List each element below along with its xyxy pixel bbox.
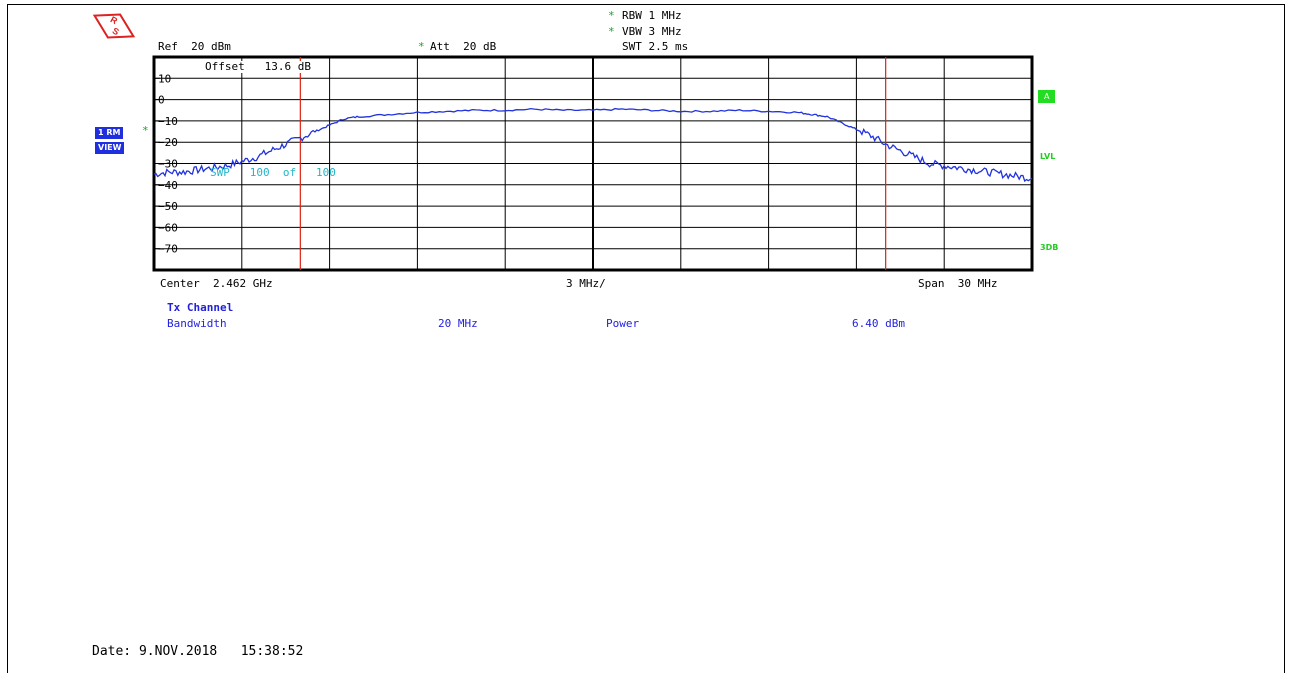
frequency-per-division: 3 MHz/ <box>566 277 606 290</box>
offset-label: Offset 13.6 dB <box>205 60 311 73</box>
sweep-count: SWP 100 of 100 <box>210 166 336 179</box>
center-frequency: Center 2.462 GHz <box>160 277 273 290</box>
att-star: * <box>418 40 425 53</box>
spectrum-trace <box>153 107 1033 183</box>
y-tick-label: −60 <box>158 221 178 234</box>
timestamp: Date: 9.NOV.2018 15:38:52 <box>92 644 304 659</box>
y-tick-label: 0 <box>158 94 165 107</box>
attenuation: Att 20 dB <box>430 40 497 53</box>
y-tick-label: 10 <box>158 72 171 85</box>
y-tick-label: −30 <box>158 158 178 171</box>
screen-frame <box>7 4 1285 673</box>
rbw-label: RBW 1 MHz <box>622 9 682 22</box>
vbw-label: VBW 3 MHz <box>622 25 682 38</box>
power-label: Power <box>606 317 640 330</box>
y-tick-label: −10 <box>158 115 178 128</box>
trace-a-badge: A <box>1038 90 1056 103</box>
3db-indicator: 3DB <box>1040 243 1059 252</box>
power-value: 6.40 dBm <box>852 317 905 330</box>
ref-level: Ref 20 dBm <box>158 40 231 53</box>
lvl-indicator: LVL <box>1040 152 1056 161</box>
swt-label: SWT 2.5 ms <box>622 40 689 53</box>
y-tick-label: −40 <box>158 179 178 192</box>
y-tick-label: −20 <box>158 136 178 149</box>
bandwidth-value: 20 MHz <box>438 317 478 330</box>
results-title: Tx Channel <box>167 301 234 314</box>
y-tick-label: −50 <box>158 200 178 213</box>
view-badge: VIEW <box>95 142 125 154</box>
rbw-star: * <box>608 9 615 22</box>
bandwidth-label: Bandwidth <box>167 317 227 330</box>
trace-star: * <box>142 124 149 137</box>
y-tick-label: −70 <box>158 243 178 256</box>
vbw-star: * <box>608 25 615 38</box>
svg-text:R: R <box>109 14 120 26</box>
svg-text:S: S <box>111 26 121 38</box>
trace-mode-badge: 1 RM <box>95 127 124 139</box>
rohde-schwarz-logo: R S <box>92 13 136 39</box>
span-frequency: Span 30 MHz <box>918 277 998 290</box>
